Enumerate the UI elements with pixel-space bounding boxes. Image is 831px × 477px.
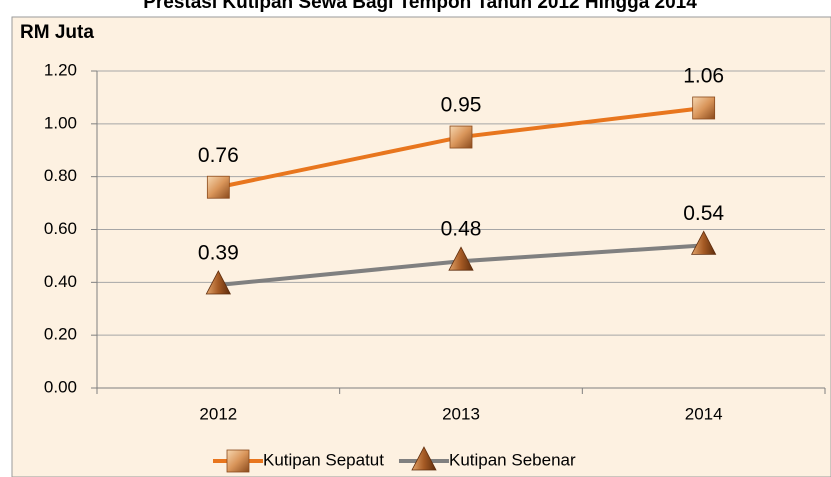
marker (691, 230, 717, 255)
marker (692, 96, 716, 120)
y-tick-label: 0.60 (44, 219, 77, 238)
data-label: 1.06 (683, 65, 724, 88)
chart-title: Prestasi Kutipan Sewa Bagi Tempoh Tahun … (143, 0, 697, 13)
marker (205, 270, 231, 295)
marker (411, 446, 437, 471)
marker (226, 449, 250, 473)
data-label: 0.39 (198, 242, 239, 265)
marker (206, 175, 230, 199)
data-label: 0.48 (441, 218, 482, 241)
y-tick-label: 0.20 (44, 325, 77, 344)
y-tick-label: 0.00 (44, 377, 77, 396)
legend-item: Kutipan Sebenar (398, 446, 576, 471)
x-tick-label: 2012 (199, 404, 237, 423)
legend-label: Kutipan Sebenar (449, 450, 576, 469)
x-tick-label: 2014 (685, 404, 723, 423)
marker (449, 125, 473, 149)
y-tick-label: 0.40 (44, 272, 77, 291)
y-tick-label: 1.20 (44, 60, 77, 79)
y-tick-label: 1.00 (44, 113, 77, 132)
data-label: 0.95 (441, 94, 482, 117)
x-tick-label: 2013 (442, 404, 480, 423)
marker (448, 246, 474, 271)
legend-item: Kutipan Sepatut (213, 449, 384, 473)
y-tick-label: 0.80 (44, 166, 77, 185)
data-label: 0.76 (198, 144, 239, 167)
data-label: 0.54 (683, 202, 724, 225)
legend-label: Kutipan Sepatut (263, 450, 384, 469)
y-axis-label: RM Juta (20, 22, 94, 43)
